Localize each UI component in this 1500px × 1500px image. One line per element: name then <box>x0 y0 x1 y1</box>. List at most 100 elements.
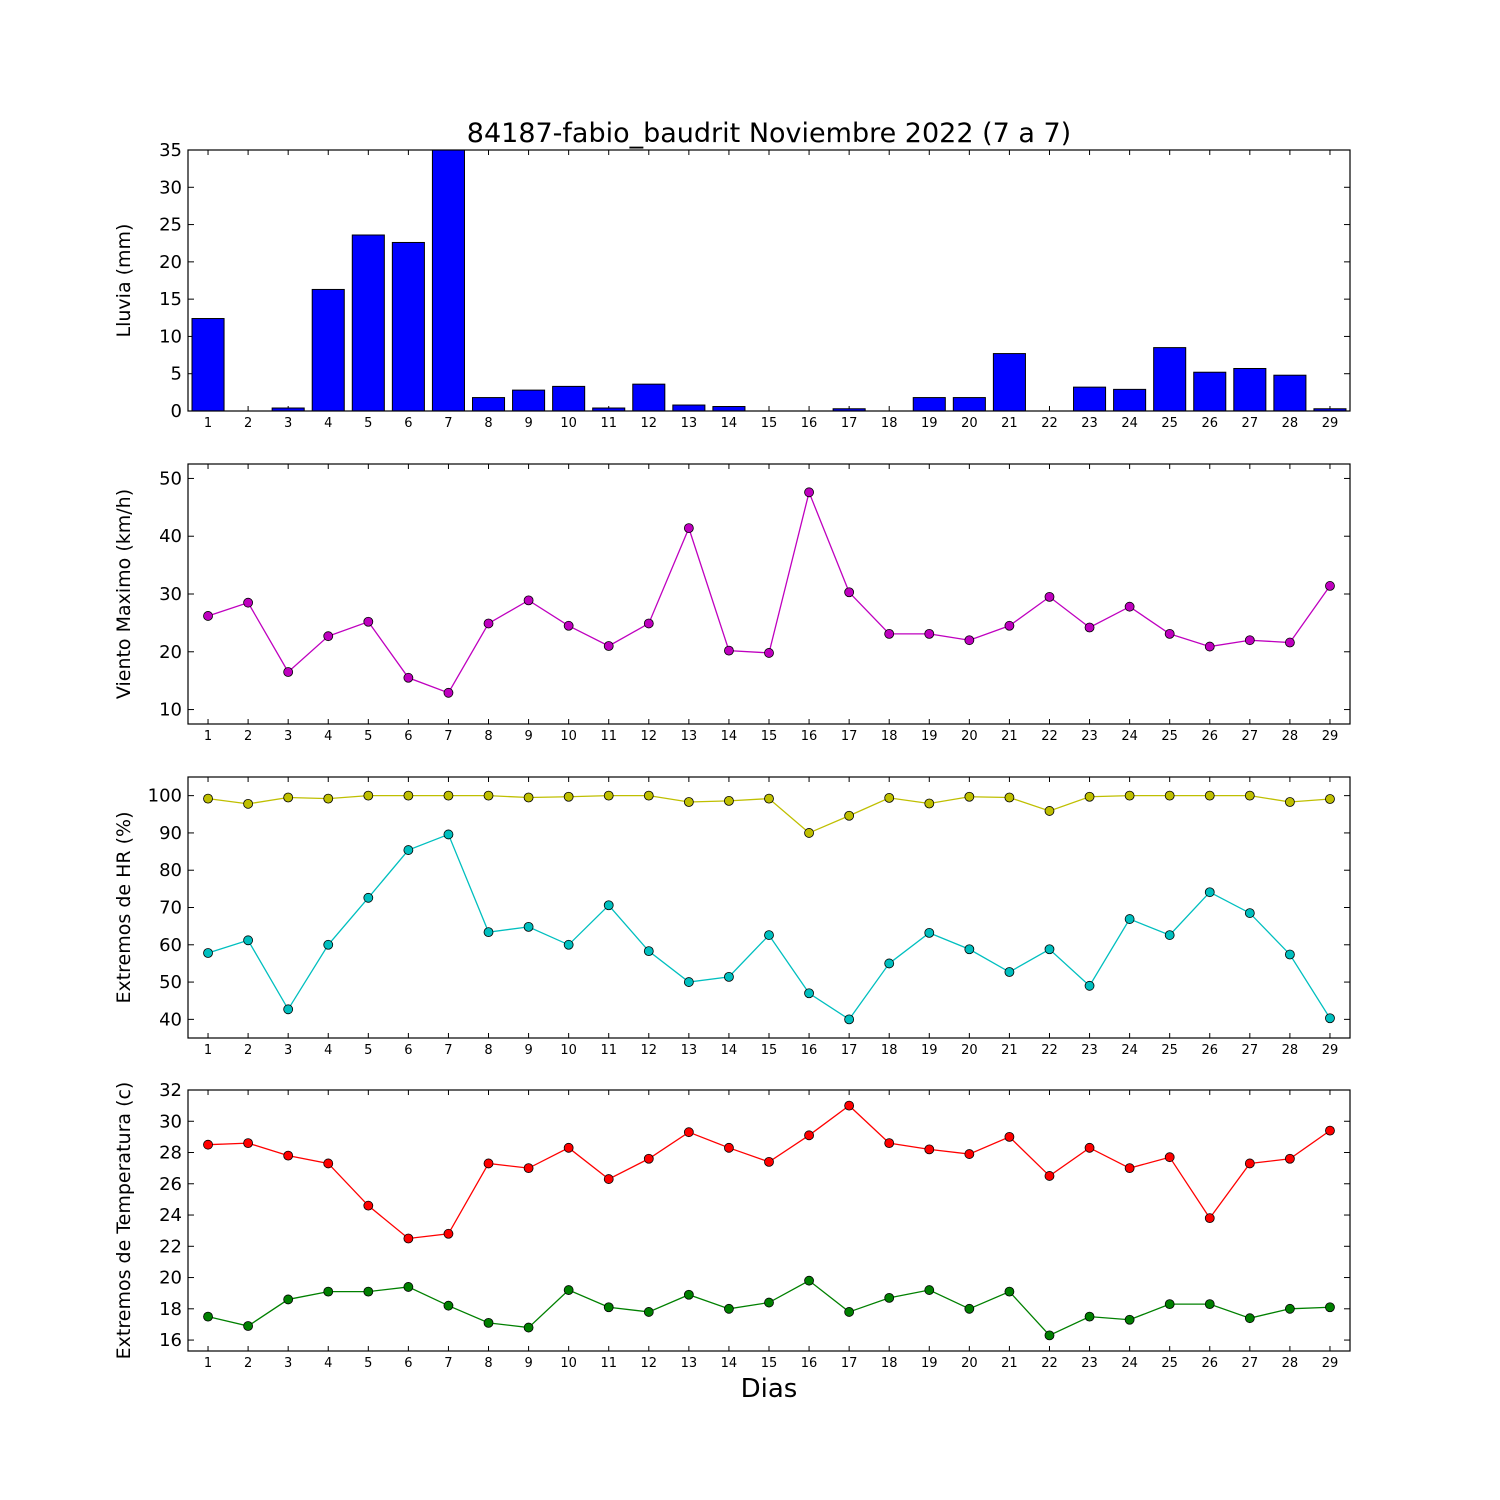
data-point <box>884 1138 895 1149</box>
data-point <box>563 1142 574 1153</box>
x-tick-label: 23 <box>1081 1356 1098 1371</box>
x-tick-label: 20 <box>961 1356 978 1371</box>
x-tick-label: 26 <box>1201 1043 1218 1058</box>
y-tick-label: 60 <box>159 935 182 956</box>
x-tick-label: 9 <box>524 729 532 744</box>
data-point <box>1284 949 1295 960</box>
rain-bar <box>992 353 1026 412</box>
data-point <box>804 1130 814 1141</box>
data-point <box>323 631 334 642</box>
data-point <box>443 1228 454 1239</box>
data-point <box>323 1286 334 1297</box>
data-point <box>884 958 895 969</box>
data-point <box>443 790 454 801</box>
data-point <box>1044 1330 1055 1341</box>
data-point <box>363 1286 374 1297</box>
x-tick-label: 13 <box>681 1356 698 1371</box>
data-point <box>403 1233 414 1244</box>
x-tick-label: 1 <box>204 1356 212 1371</box>
data-point <box>643 1153 654 1164</box>
data-point <box>643 790 654 801</box>
data-point <box>724 1303 734 1314</box>
x-tick-label: 17 <box>841 1356 858 1371</box>
x-tick-label: 6 <box>404 416 412 431</box>
x-tick-label: 28 <box>1282 729 1299 744</box>
x-tick-label: 20 <box>961 416 978 431</box>
data-point <box>764 930 774 940</box>
y-tick-label: 24 <box>159 1205 182 1226</box>
x-tick-label: 19 <box>921 729 938 744</box>
data-point <box>643 946 654 957</box>
data-point <box>203 948 213 958</box>
data-point <box>804 828 814 838</box>
x-tick-label: 2 <box>244 1043 252 1058</box>
x-tick-label: 17 <box>841 1043 858 1058</box>
data-point <box>804 988 814 999</box>
y-tick-label: 30 <box>159 177 182 198</box>
x-tick-label: 3 <box>284 416 292 431</box>
data-point <box>924 798 935 809</box>
x-tick-label: 16 <box>801 416 818 431</box>
rain-bar <box>912 397 946 412</box>
data-point <box>563 791 574 802</box>
x-tick-label: 28 <box>1282 1356 1299 1371</box>
data-point <box>483 790 494 801</box>
x-tick-label: 5 <box>364 1043 372 1058</box>
y-tick-label: 30 <box>159 584 182 605</box>
rain-bar <box>952 397 986 412</box>
x-tick-label: 9 <box>524 416 532 431</box>
x-tick-label: 3 <box>284 1043 292 1058</box>
x-tick-label: 16 <box>801 1356 818 1371</box>
data-point <box>1325 1302 1335 1313</box>
data-point <box>1244 908 1255 918</box>
data-point <box>724 795 734 806</box>
y-tick-label: 32 <box>159 1080 182 1101</box>
data-point <box>363 616 374 627</box>
x-tick-label: 5 <box>364 416 372 431</box>
rain-bar <box>512 389 546 412</box>
data-point <box>483 927 494 938</box>
y-tick-label: 0 <box>171 401 182 422</box>
data-point <box>1164 790 1175 801</box>
y-tick-label: 5 <box>171 364 182 385</box>
x-tick-label: 24 <box>1121 729 1138 744</box>
data-point <box>443 829 454 840</box>
data-point <box>643 618 654 629</box>
x-tick-label: 12 <box>641 1043 658 1058</box>
x-tick-label: 22 <box>1041 729 1058 744</box>
series-line <box>207 833 1331 1021</box>
x-tick-label: 16 <box>801 729 818 744</box>
data-point <box>1325 794 1335 804</box>
x-tick-label: 6 <box>404 1356 412 1371</box>
data-point <box>563 939 574 950</box>
y-tick-label: 15 <box>159 289 182 310</box>
data-point <box>203 611 213 621</box>
data-point <box>283 792 294 803</box>
data-point <box>243 1138 254 1149</box>
rain-bar <box>431 149 465 412</box>
y-tick-label: 20 <box>159 1268 182 1289</box>
data-point <box>924 1285 935 1295</box>
x-tick-label: 14 <box>721 729 738 744</box>
data-point <box>523 792 534 803</box>
x-tick-label: 20 <box>961 729 978 744</box>
data-point <box>643 1307 654 1317</box>
y-axis-label: Viento Maximo (km/h) <box>113 489 135 699</box>
x-tick-label: 18 <box>881 729 898 744</box>
x-tick-label: 14 <box>721 1356 738 1371</box>
data-point <box>683 1289 694 1300</box>
data-point <box>964 1303 975 1314</box>
x-tick-label: 8 <box>484 1356 492 1371</box>
data-point <box>924 927 935 938</box>
data-point <box>1124 601 1135 612</box>
data-point <box>523 595 534 606</box>
data-point <box>764 1156 774 1167</box>
data-point <box>243 798 254 809</box>
x-tick-label: 22 <box>1041 416 1058 431</box>
data-point <box>403 1282 414 1292</box>
data-point <box>1004 967 1015 977</box>
temperature-panel: Extremos de Temperatura (c) 1618202224262… <box>113 1080 1351 1371</box>
data-point <box>323 793 334 804</box>
rain-bar <box>1113 388 1147 412</box>
